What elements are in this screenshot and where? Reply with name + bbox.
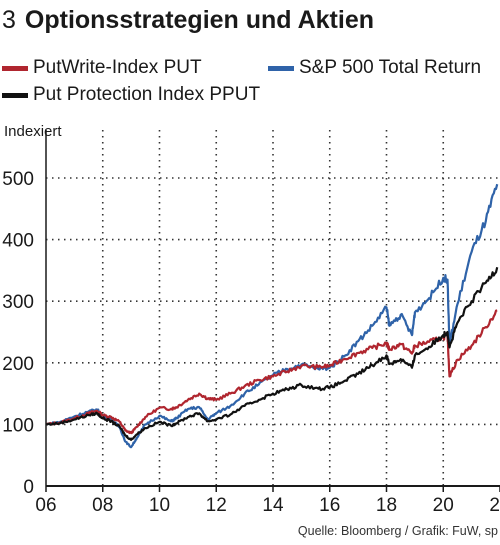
y-tick-label: 500 <box>2 169 34 190</box>
y-tick-label: 300 <box>2 292 34 313</box>
figure-title-text: Optionsstrategien und Aktien <box>24 6 375 34</box>
y-tick-label: 100 <box>2 415 34 436</box>
x-tick-label: 20 <box>433 495 454 516</box>
series-line-pput <box>46 267 499 441</box>
legend-swatch-put <box>2 65 28 71</box>
legend-label-pput: Put Protection Index PPUT <box>33 84 261 105</box>
legend-item-pput: Put Protection Index PPUT <box>2 84 260 106</box>
x-tick-label: 18 <box>376 495 397 516</box>
x-tick-label: 06 <box>35 495 56 516</box>
figure-number: 3 <box>2 6 16 34</box>
series-lines <box>45 183 499 449</box>
grid <box>46 130 500 486</box>
y-tick-label: 200 <box>2 354 34 375</box>
x-tick-label: 16 <box>319 495 340 516</box>
x-tick-label: 10 <box>149 495 170 516</box>
series-line-spx <box>45 183 499 449</box>
x-tick-label: 08 <box>92 495 113 516</box>
legend-label-put: PutWrite-Index PUT <box>33 57 202 78</box>
series-line-put <box>45 309 498 435</box>
source-note: Quelle: Bloomberg / Grafik: FuW, sp <box>297 524 498 538</box>
legend-swatch-pput <box>2 92 28 98</box>
line-chart: Indexiert 0 100 200 300 400 500 06 08 10 12 14 16 18… <box>2 123 500 516</box>
x-tick-label: 22 <box>489 495 500 516</box>
figure-title: 3 Optionsstrategien und Aktien <box>2 6 374 35</box>
y-axis-label: Indexiert <box>4 123 62 140</box>
legend-item-spx: S&P 500 Total Return <box>268 57 481 79</box>
legend-swatch-spx <box>268 65 294 71</box>
legend-label-spx: S&P 500 Total Return <box>299 57 482 78</box>
y-tick-label: 0 <box>23 477 34 498</box>
legend-item-put: PutWrite-Index PUT <box>2 57 202 79</box>
x-tick-label: 14 <box>262 495 284 516</box>
axes: 0 100 200 300 400 500 06 08 10 12 14 16 18 20 22 <box>2 130 500 516</box>
x-tick-label: 12 <box>206 495 227 516</box>
y-tick-label: 400 <box>2 231 34 252</box>
